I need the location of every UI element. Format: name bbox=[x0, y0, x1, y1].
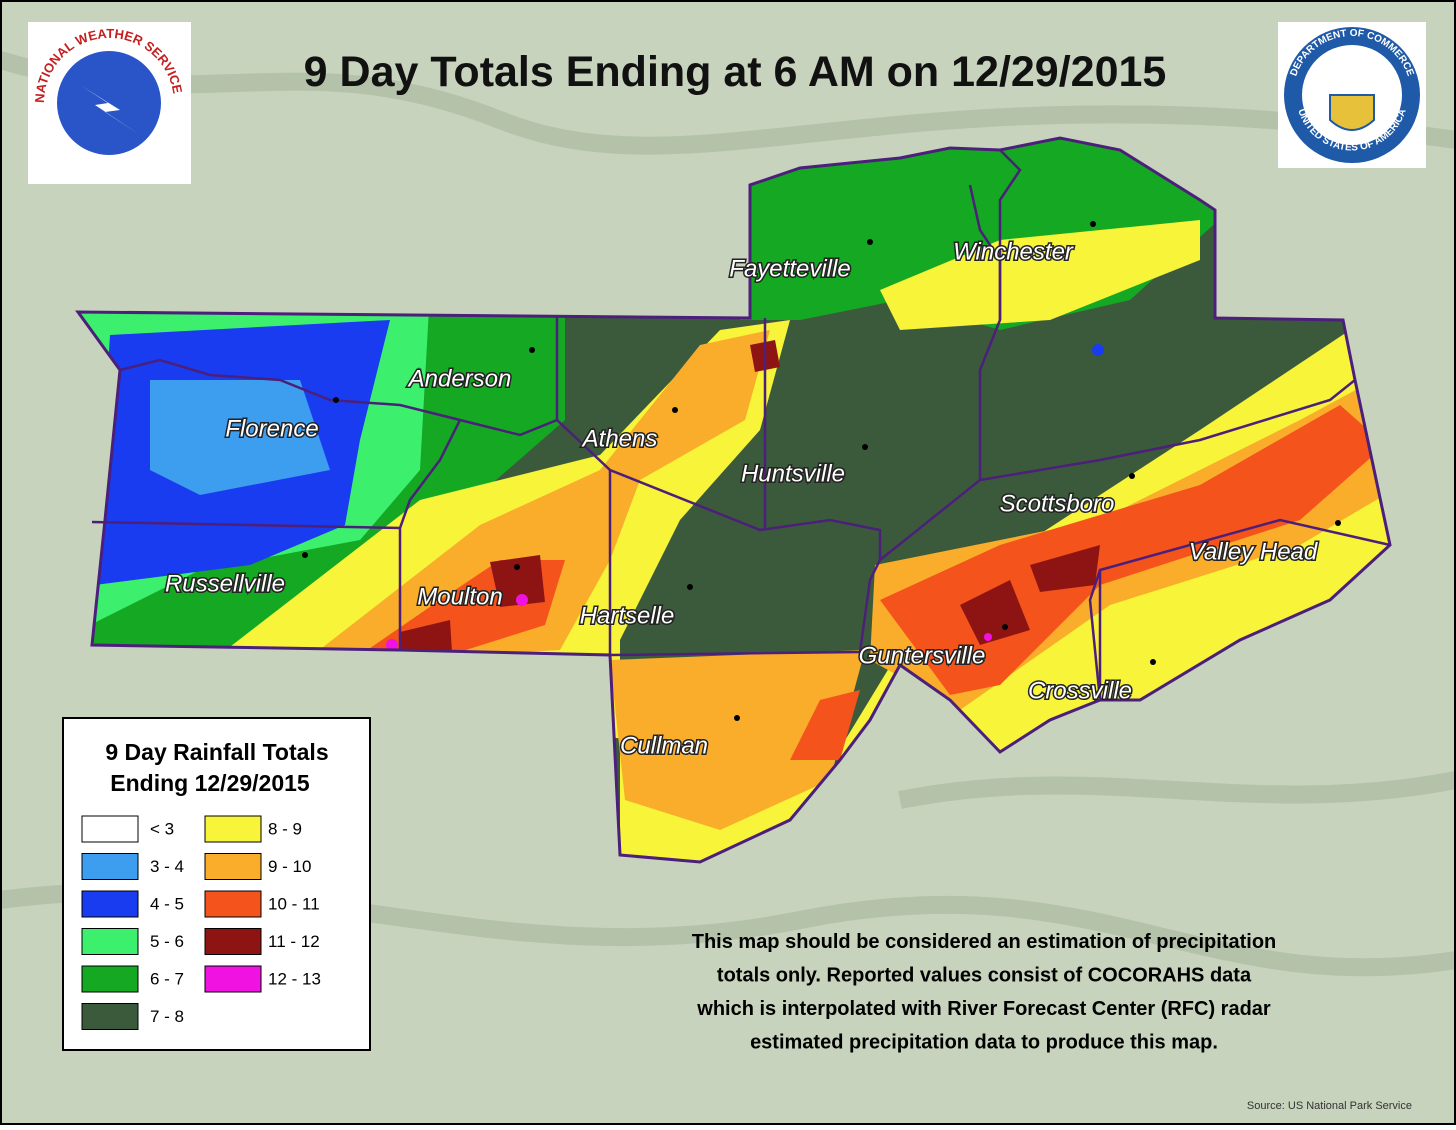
rainfall-area bbox=[960, 580, 1030, 645]
legend-label: 8 - 9 bbox=[268, 819, 302, 838]
rainfall-area bbox=[400, 620, 452, 652]
nws-logo-disc bbox=[57, 51, 161, 155]
rainfall-area bbox=[880, 220, 1200, 330]
legend-label: 4 - 5 bbox=[150, 894, 184, 913]
legend-label: 11 - 12 bbox=[268, 932, 320, 951]
legend-swatch bbox=[81, 815, 139, 843]
city-dot bbox=[672, 407, 678, 413]
city-dot bbox=[1129, 473, 1135, 479]
rainfall-area bbox=[300, 330, 770, 665]
legend-label: 3 - 4 bbox=[150, 857, 184, 876]
legend-label: 7 - 8 bbox=[150, 1007, 184, 1026]
rainfall-spot bbox=[516, 594, 528, 606]
city-dot bbox=[302, 552, 308, 558]
city-label: Valley Head bbox=[1189, 538, 1318, 565]
legend-label: < 3 bbox=[150, 819, 174, 838]
city-dot bbox=[1090, 221, 1096, 227]
legend-swatch bbox=[204, 853, 262, 880]
nws-logo-bolt bbox=[80, 85, 140, 135]
legend-box bbox=[62, 717, 371, 1051]
city-label: Fayetteville bbox=[729, 255, 850, 282]
source-credit: Source: US National Park Service bbox=[1247, 1100, 1412, 1112]
city-dot bbox=[1002, 624, 1008, 630]
city-dot bbox=[333, 397, 339, 403]
note-line: This map should be considered an estimat… bbox=[692, 931, 1277, 953]
rainfall-spot bbox=[386, 639, 398, 651]
city-label: Winchester bbox=[953, 238, 1074, 265]
city-label: Scottsboro bbox=[1000, 490, 1115, 517]
rainfall-area bbox=[490, 555, 545, 607]
legend-swatch bbox=[204, 965, 262, 993]
legend-swatch bbox=[81, 1003, 139, 1030]
city-label: Russellville bbox=[165, 570, 285, 597]
legend-title: Ending 12/29/2015 bbox=[110, 770, 310, 796]
city-label: Florence bbox=[225, 415, 318, 442]
legend-swatch bbox=[204, 928, 262, 955]
rainfall-area bbox=[610, 650, 865, 830]
note: This map should be considered an estimat… bbox=[692, 931, 1277, 1054]
city-layer: Fayetteville Winchester Anderson Florence At… bbox=[163, 221, 1341, 761]
rainfall-area bbox=[790, 690, 860, 760]
legend-label: 9 - 10 bbox=[268, 857, 311, 876]
legend-label: 12 - 13 bbox=[268, 969, 321, 988]
legend-label: 10 - 11 bbox=[268, 894, 320, 913]
city-dot bbox=[687, 584, 693, 590]
rainfall-area bbox=[1030, 545, 1100, 592]
legend-swatch bbox=[204, 815, 262, 843]
city-label: Moulton bbox=[417, 583, 502, 610]
legend-swatch bbox=[81, 928, 139, 955]
city-label: Cullman bbox=[620, 732, 708, 759]
rainfall-spot bbox=[984, 633, 992, 641]
city-dot bbox=[514, 564, 520, 570]
city-label: Huntsville bbox=[741, 460, 845, 487]
city-dot bbox=[1335, 520, 1341, 526]
legend-swatch bbox=[204, 890, 262, 918]
legend-label: 6 - 7 bbox=[150, 969, 184, 988]
city-label: Crossville bbox=[1028, 677, 1132, 704]
city-dot bbox=[1150, 659, 1156, 665]
legend-swatch bbox=[81, 890, 139, 918]
city-dot bbox=[734, 715, 740, 721]
city-dot bbox=[529, 347, 535, 353]
city-label: Hartselle bbox=[580, 602, 675, 629]
doc-logo-shield bbox=[1329, 94, 1375, 131]
city-dot bbox=[867, 239, 873, 245]
rainfall-spot bbox=[1092, 344, 1104, 356]
city-dot bbox=[862, 444, 868, 450]
rainfall-area bbox=[150, 380, 330, 495]
map-title: 9 Day Totals Ending at 6 AM on 12/29/201… bbox=[304, 48, 1167, 96]
city-label: Anderson bbox=[407, 365, 512, 392]
city-label: Guntersville bbox=[859, 642, 986, 669]
legend-label: 5 - 6 bbox=[150, 932, 184, 951]
note-line: which is interpolated with River Forecas… bbox=[696, 998, 1271, 1020]
county-borders bbox=[76, 136, 1392, 864]
legend-swatch bbox=[81, 965, 139, 993]
legend-items: < 3 3 - 4 4 - 5 5 - 6 6 - 7 7 - 8 8 - 9 9 - 10 1… bbox=[81, 815, 321, 1030]
note-line: totals only. Reported values consist of … bbox=[717, 965, 1252, 987]
note-line: estimated precipitation data to produce … bbox=[750, 1032, 1218, 1054]
city-label: Athens bbox=[581, 425, 658, 452]
legend-title: 9 Day Rainfall Totals bbox=[105, 739, 328, 765]
legend-swatch bbox=[81, 853, 139, 880]
